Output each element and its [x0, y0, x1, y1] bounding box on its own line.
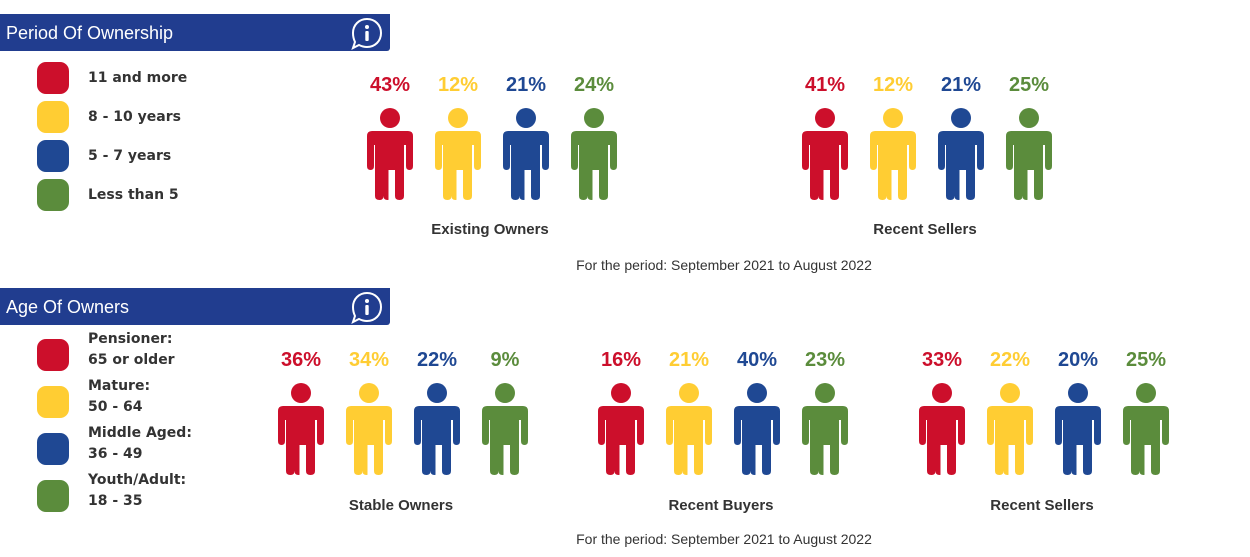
percent-label: 21% [505, 74, 547, 96]
age-legend-label-line: 36 - 49 [88, 446, 143, 462]
percent-label: 12% [872, 74, 914, 96]
age-legend-label-line: Youth/Adult: [88, 472, 187, 488]
age-of-owners-section: Age Of Owners Pensioner: 65 or older Matur… [0, 280, 1250, 557]
person-icon [482, 383, 528, 475]
ownership-legend-label: 11 and more [88, 68, 187, 89]
person-icon [1123, 383, 1169, 475]
percent-label: 33% [921, 349, 963, 371]
person-icon [367, 108, 413, 200]
percent-label: 41% [804, 74, 846, 96]
ownership-legend-label: 5 - 7 years [88, 146, 171, 167]
figure-group: 36% 34% 22% 9% Stable Owners [277, 280, 528, 520]
age-legend-swatch [37, 339, 69, 371]
ownership-legend-item: 8 - 10 years [37, 101, 257, 135]
ownership-legend-label-line: 5 - 7 years [88, 148, 172, 164]
age-legend-item: Pensioner: 65 or older [37, 331, 257, 371]
person-icon [571, 108, 617, 200]
age-legend-label-line: Pensioner: [88, 331, 173, 347]
figure-group: 43% 12% 21% 24% Existing Owners [366, 0, 617, 240]
percent-label: 34% [348, 349, 390, 371]
person-icon [938, 108, 984, 200]
ownership-period-note: For the period: September 2021 to August… [576, 257, 872, 273]
group-label: Recent Buyers [668, 497, 774, 514]
age-legend-label: Middle Aged: 36 - 49 [88, 423, 192, 465]
percent-label: 43% [369, 74, 411, 96]
info-icon[interactable] [350, 16, 384, 50]
age-title: Age Of Owners [6, 297, 130, 317]
ownership-legend-item: Less than 5 [37, 179, 257, 213]
age-legend-label-line: Mature: [88, 378, 151, 394]
group-label: Recent Sellers [873, 221, 977, 238]
person-icon [802, 383, 848, 475]
age-legend-label-line: 65 or older [88, 352, 175, 368]
person-icon [278, 383, 324, 475]
age-legend-swatch [37, 386, 69, 418]
ownership-legend-swatch [37, 101, 69, 133]
percent-label: 21% [668, 349, 710, 371]
group-label: Existing Owners [431, 221, 549, 238]
percent-label: 25% [1125, 349, 1167, 371]
person-icon [870, 108, 916, 200]
person-icon [1006, 108, 1052, 200]
percent-label: 22% [989, 349, 1031, 371]
ownership-legend-item: 11 and more [37, 62, 257, 96]
person-icon [666, 383, 712, 475]
person-icon [987, 383, 1033, 475]
ownership-legend-label: Less than 5 [88, 185, 179, 206]
person-icon [734, 383, 780, 475]
age-header: Age Of Owners [0, 288, 390, 325]
person-icon [919, 383, 965, 475]
ownership-legend-label: 8 - 10 years [88, 107, 181, 128]
age-legend-item: Mature: 50 - 64 [37, 378, 257, 418]
ownership-legend-label-line: 11 and more [88, 70, 188, 86]
percent-label: 25% [1008, 74, 1050, 96]
person-icon [346, 383, 392, 475]
ownership-legend-swatch [37, 140, 69, 172]
person-icon [414, 383, 460, 475]
percent-label: 21% [940, 74, 982, 96]
info-icon[interactable] [350, 290, 384, 324]
percent-label: 23% [804, 349, 846, 371]
ownership-legend-swatch [37, 62, 69, 94]
ownership-legend-label-line: 8 - 10 years [88, 109, 181, 125]
age-legend-label: Youth/Adult: 18 - 35 [88, 470, 186, 512]
person-icon [435, 108, 481, 200]
percent-label: 40% [736, 349, 778, 371]
percent-label: 22% [416, 349, 458, 371]
person-icon [802, 108, 848, 200]
period-of-ownership-section: Period Of Ownership 11 and more 8 - 10 ye… [0, 0, 1052, 273]
age-legend-label: Pensioner: 65 or older [88, 329, 175, 371]
age-legend-label-line: 18 - 35 [88, 493, 143, 509]
percent-label: 24% [573, 74, 615, 96]
person-icon [503, 108, 549, 200]
age-legend-swatch [37, 433, 69, 465]
ownership-legend-swatch [37, 179, 69, 211]
age-legend-label-line: 50 - 64 [88, 399, 143, 415]
figure-group: 41% 12% 21% 25% Recent Sellers [801, 0, 1052, 240]
group-label: Stable Owners [348, 497, 454, 514]
age-legend-item: Youth/Adult: 18 - 35 [37, 472, 257, 512]
ownership-title: Period Of Ownership [6, 23, 174, 43]
person-icon [598, 383, 644, 475]
person-icon [1055, 383, 1101, 475]
percent-label: 36% [280, 349, 322, 371]
age-legend-label: Mature: 50 - 64 [88, 376, 150, 418]
age-legend-item: Middle Aged: 36 - 49 [37, 425, 257, 465]
figure-group: 33% 22% 20% 25% Recent Sellers [918, 280, 1169, 520]
ownership-legend-label-line: Less than 5 [88, 187, 179, 203]
age-period-note: For the period: September 2021 to August… [576, 531, 872, 547]
ownership-header: Period Of Ownership [0, 14, 390, 51]
group-label: Recent Sellers [990, 497, 1094, 514]
percent-label: 16% [600, 349, 642, 371]
ownership-legend-item: 5 - 7 years [37, 140, 257, 174]
percent-label: 12% [437, 74, 479, 96]
figure-group: 16% 21% 40% 23% Recent Buyers [597, 280, 848, 520]
percent-label: 9% [490, 349, 520, 371]
age-legend-swatch [37, 480, 69, 512]
percent-label: 20% [1057, 349, 1099, 371]
age-legend-label-line: Middle Aged: [88, 425, 192, 441]
